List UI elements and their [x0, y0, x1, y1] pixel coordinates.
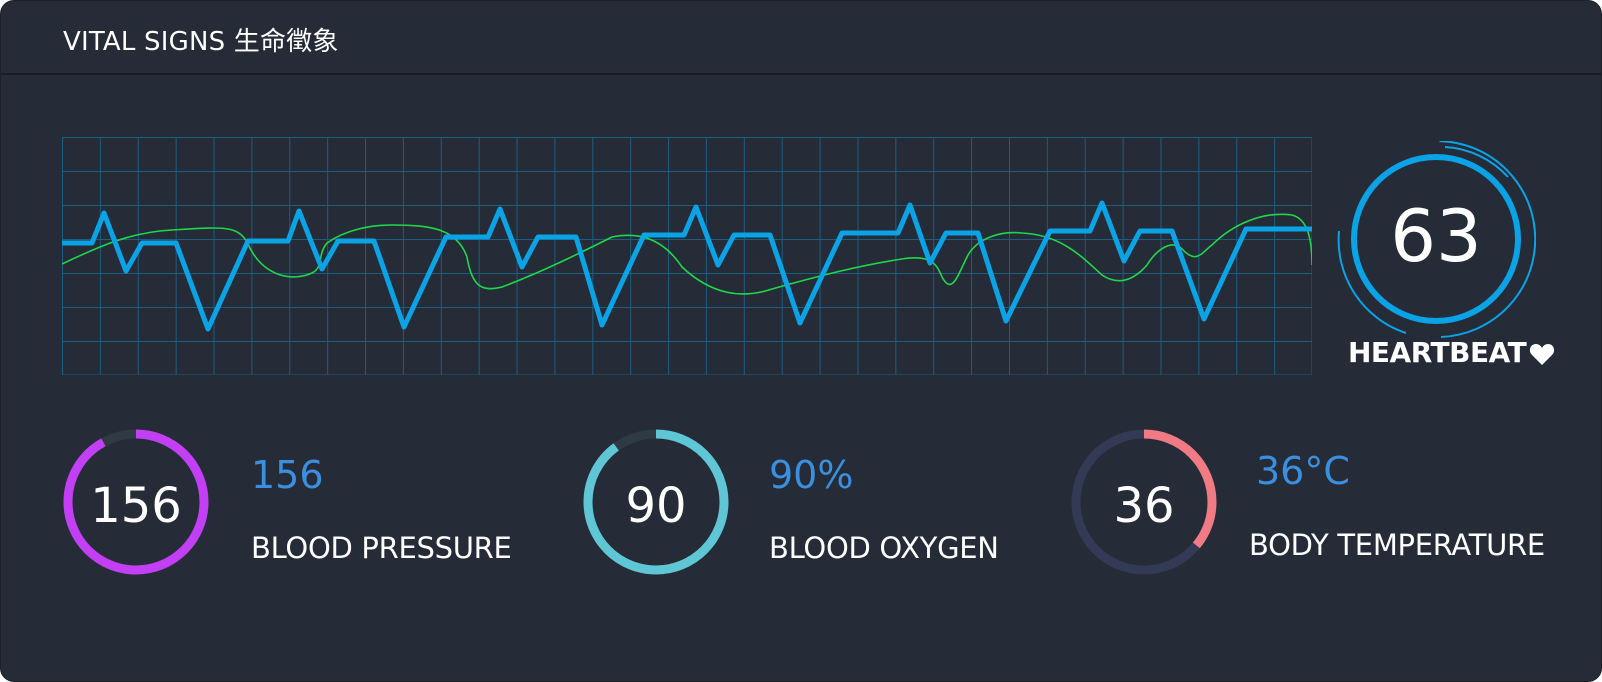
blood-pressure-label: BLOOD PRESSURE	[251, 531, 512, 565]
blood-pressure-gauge-value: 156	[90, 478, 182, 534]
blood-oxygen-gauge-value: 90	[625, 478, 687, 534]
body-temperature-value: 36°C	[1256, 449, 1350, 493]
gauge-progress-arc	[63, 429, 209, 575]
body-temperature-gauge	[1071, 429, 1217, 575]
secondary-wave-line	[62, 213, 1312, 295]
heartbeat-value: 63	[1390, 194, 1482, 278]
panel-header: VITAL SIGNS 生命徵象	[1, 1, 1601, 75]
body-temperature-gauge-value: 36	[1113, 478, 1175, 534]
heartbeat-left-arc	[1337, 230, 1407, 334]
heartbeat-main-ring	[1351, 154, 1521, 324]
blood-oxygen-value: 90%	[769, 453, 854, 497]
blood-oxygen-gauge	[583, 429, 729, 575]
blood-oxygen-label: BLOOD OXYGEN	[769, 531, 999, 565]
heartbeat-label: HEARTBEAT	[1348, 336, 1527, 369]
blood-pressure-value: 156	[251, 453, 324, 497]
panel-title: VITAL SIGNS 生命徵象	[63, 27, 339, 57]
gauge-progress-arc	[1071, 429, 1217, 575]
heartbeat-inner-arc	[1444, 146, 1509, 178]
heart-icon	[1529, 344, 1555, 365]
heartbeat-outer-arc	[1439, 141, 1536, 338]
heartbeat-ring	[1337, 141, 1536, 338]
gauge-progress-arc	[583, 429, 729, 575]
ecg-chart	[62, 137, 1312, 375]
blood-pressure-gauge	[63, 429, 209, 575]
ecg-line	[62, 200, 1312, 332]
body-temperature-label: BODY TEMPERATURE	[1249, 528, 1545, 562]
